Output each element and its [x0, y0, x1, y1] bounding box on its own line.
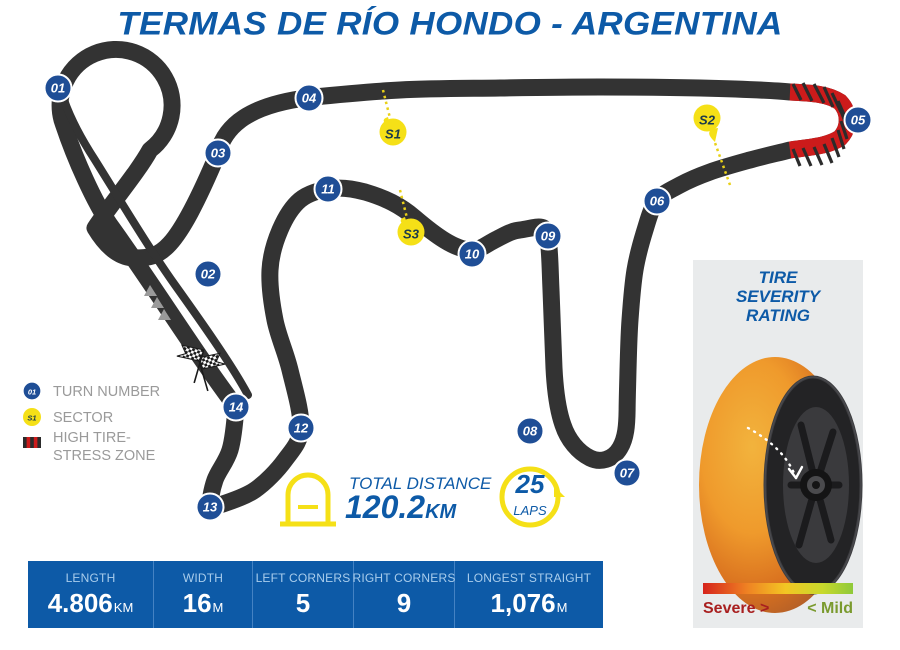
svg-text:TURN NUMBER: TURN NUMBER	[53, 384, 160, 400]
svg-text:120.2KM: 120.2KM	[345, 489, 458, 525]
svg-text:06: 06	[650, 194, 665, 209]
svg-text:12: 12	[294, 421, 309, 436]
svg-text:S3: S3	[403, 227, 420, 242]
svg-text:08: 08	[523, 424, 538, 439]
svg-text:09: 09	[541, 229, 556, 244]
svg-text:S1: S1	[27, 414, 36, 423]
svg-text:SECTOR: SECTOR	[53, 410, 113, 426]
svg-text:05: 05	[851, 113, 866, 128]
svg-text:25: 25	[515, 469, 545, 499]
svg-text:S1: S1	[385, 127, 401, 142]
svg-text:14: 14	[229, 400, 244, 415]
svg-text:03: 03	[211, 146, 226, 161]
svg-text:S2: S2	[699, 113, 716, 128]
svg-text:07: 07	[620, 466, 635, 481]
svg-text:10: 10	[465, 247, 480, 262]
svg-text:STRESS ZONE: STRESS ZONE	[53, 448, 156, 464]
svg-text:04: 04	[302, 91, 317, 106]
svg-text:01: 01	[28, 388, 36, 397]
svg-text:13: 13	[203, 500, 218, 515]
svg-text:01: 01	[51, 81, 65, 96]
svg-text:11: 11	[321, 182, 335, 197]
svg-text:LAPS: LAPS	[513, 503, 547, 518]
svg-text:02: 02	[201, 267, 216, 282]
svg-text:HIGH TIRE-: HIGH TIRE-	[53, 430, 131, 446]
